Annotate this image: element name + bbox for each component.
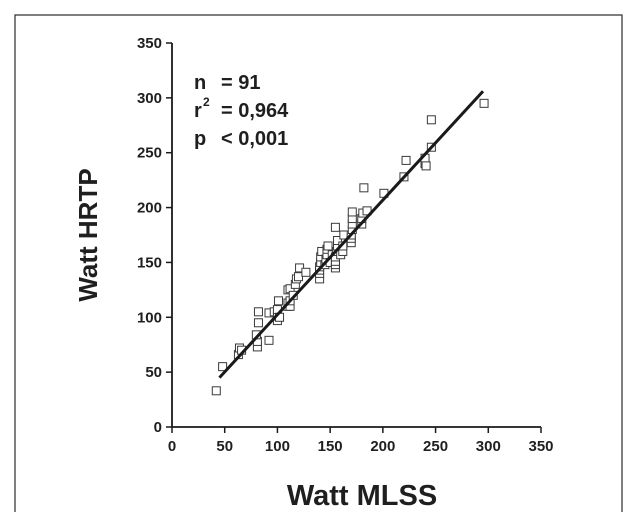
data-points (211, 98, 489, 396)
data-point (218, 362, 228, 372)
x-tick-label: 0 (168, 438, 176, 455)
data-point (211, 386, 221, 396)
data-point (273, 296, 283, 306)
y-tick-label: 100 (137, 309, 162, 326)
data-point (359, 183, 369, 193)
data-point (264, 335, 274, 345)
data-point (421, 161, 431, 171)
x-axis-ticks: 0 50 100 150 200 250 300 350 (168, 427, 554, 455)
x-axis-title: Watt MLSS (287, 480, 437, 512)
x-tick-label: 100 (265, 438, 290, 455)
y-axis-ticks: 0 50 100 150 200 250 300 350 (137, 35, 172, 436)
axes (171, 43, 541, 428)
y-tick-label: 50 (145, 364, 162, 381)
y-tick-label: 200 (137, 200, 162, 217)
x-tick-label: 250 (423, 438, 448, 455)
y-tick-label: 150 (137, 254, 162, 271)
stat-r2-label: r (194, 100, 202, 122)
stat-p-value: < 0,001 (221, 128, 288, 150)
data-point (253, 307, 263, 317)
y-tick-label: 350 (137, 35, 162, 52)
y-axis-title: Watt HRTP (73, 168, 103, 301)
data-point (401, 155, 411, 165)
data-point (426, 115, 436, 125)
stat-p-label: p (194, 128, 206, 150)
y-tick-label: 300 (137, 90, 162, 107)
x-tick-label: 300 (476, 438, 501, 455)
data-point (330, 222, 340, 232)
x-tick-label: 350 (528, 438, 553, 455)
stat-r2-superscript: 2 (203, 95, 210, 109)
data-point (333, 235, 343, 245)
data-point (479, 98, 489, 108)
data-point (347, 207, 357, 217)
stat-n-value: = 91 (221, 72, 260, 94)
stats-annotation: n = 91 r 2 = 0,964 p < 0,001 (194, 72, 289, 150)
x-tick-label: 200 (370, 438, 395, 455)
data-point (253, 318, 263, 328)
y-tick-label: 250 (137, 145, 162, 162)
x-tick-label: 150 (318, 438, 343, 455)
data-point (301, 267, 311, 277)
regression-line (218, 90, 485, 379)
x-tick-label: 50 (216, 438, 233, 455)
y-tick-label: 0 (154, 419, 162, 436)
data-point (323, 241, 333, 251)
stat-n-label: n (194, 72, 206, 94)
data-point (294, 272, 304, 282)
stat-r2-value: = 0,964 (221, 100, 289, 122)
